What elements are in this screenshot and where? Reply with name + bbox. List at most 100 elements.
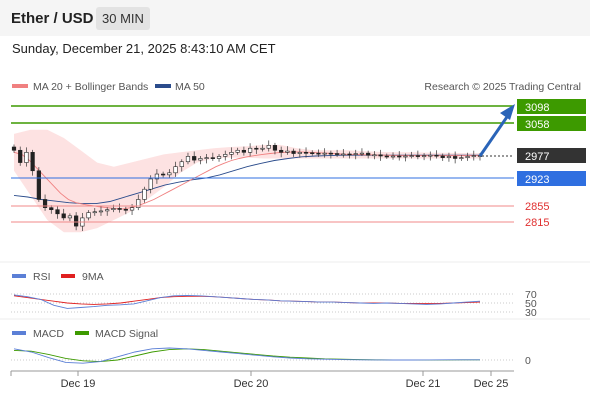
candle-body: [459, 157, 464, 159]
candle-body: [359, 152, 365, 155]
ma50-legend-label: MA 50: [175, 81, 205, 93]
x-label-dec25: Dec 25: [474, 378, 509, 390]
candle-body: [142, 188, 147, 200]
candle-body: [254, 147, 259, 150]
candle-body: [173, 166, 178, 174]
candle-body: [403, 155, 408, 158]
candle-body: [24, 152, 29, 163]
candle-body: [105, 209, 110, 212]
candle-body: [260, 147, 265, 150]
chart-header-bar: Ether / USD 30 MIN: [0, 0, 590, 36]
candle-body: [272, 145, 278, 151]
target-tag-2: [517, 116, 586, 131]
candle-body: [434, 154, 439, 157]
candle-body: [229, 152, 234, 155]
candle-body: [136, 199, 141, 208]
candle-body: [18, 149, 23, 163]
rsi-tick-50: 50: [525, 298, 537, 310]
macd-legend-label: MACD: [33, 328, 64, 340]
target-label-1: 3098: [525, 102, 549, 114]
candle-body: [92, 211, 97, 214]
candle-body: [223, 154, 228, 157]
candle-body: [216, 156, 222, 159]
candle-body: [353, 153, 358, 155]
x-label-dec20: Dec 20: [234, 378, 269, 390]
candle-body: [279, 149, 284, 153]
target-label-2: 3058: [525, 119, 549, 131]
candle-body: [30, 152, 35, 172]
candle-body: [341, 153, 346, 156]
candle-body: [167, 172, 172, 176]
rsi-line: [13, 294, 481, 309]
candle-body: [297, 152, 302, 154]
candle-body: [390, 155, 396, 158]
candle-body: [36, 170, 41, 200]
candle-body: [123, 208, 128, 211]
candle-body: [204, 157, 209, 159]
candle-body: [74, 215, 79, 227]
candle-body: [303, 152, 309, 154]
candle-body: [161, 173, 166, 176]
candle-body: [366, 152, 371, 156]
candle-body: [210, 157, 215, 159]
candle-body: [192, 156, 197, 161]
forecast-arrow-shaft: [478, 113, 511, 157]
candle-body: [316, 152, 321, 155]
rsi-tick-70: 70: [525, 289, 537, 301]
candle-body: [98, 210, 104, 213]
candle-body: [409, 155, 414, 157]
timeframe-badge[interactable]: 30 MIN: [96, 7, 150, 30]
candle-body: [465, 156, 470, 158]
candle-body: [154, 173, 160, 180]
candle-body: [397, 155, 402, 158]
macd-line: [13, 347, 480, 364]
candle-body: [453, 156, 458, 159]
candle-body: [421, 155, 427, 157]
candle-body: [11, 146, 17, 151]
macd-tick-0: 0: [525, 355, 531, 367]
candle-body: [440, 155, 445, 158]
research-credit: Research © 2025 Trading Central: [424, 81, 581, 93]
support-label-1: 2855: [525, 201, 549, 213]
rsi-tick-30: 30: [525, 307, 537, 319]
ma20-legend-label: MA 20 + Bollinger Bands: [33, 81, 148, 93]
candle-body: [49, 207, 54, 211]
pivot-label: 2923: [525, 174, 549, 186]
candle-body: [328, 152, 333, 155]
candle-body: [61, 213, 66, 219]
candle-body: [322, 152, 327, 155]
candle-body: [148, 178, 153, 190]
candle-body: [372, 154, 377, 157]
candle-body: [347, 153, 352, 156]
candle-body: [384, 155, 389, 158]
candle-body: [198, 158, 203, 161]
candle-body: [446, 156, 452, 158]
candle-body: [67, 215, 73, 219]
rsi-legend-label: RSI: [33, 271, 51, 283]
candle-body: [179, 161, 184, 167]
forecast-arrow-head: [500, 104, 515, 120]
ma20-legend-swatch: [12, 84, 28, 88]
candle-body: [285, 150, 290, 153]
candle-body: [241, 149, 246, 153]
pivot-tag: [517, 171, 586, 186]
macd-legend-swatch: [12, 331, 26, 335]
target-tag-1: [517, 99, 586, 114]
candle-body: [471, 155, 476, 157]
rsi-ma-legend-swatch: [61, 274, 75, 278]
candle-body: [266, 145, 271, 149]
candle-body: [415, 155, 420, 157]
x-label-dec19: Dec 19: [61, 378, 96, 390]
candle-body: [248, 147, 253, 153]
x-label-dec21: Dec 21: [406, 378, 441, 390]
ma50-legend-swatch: [155, 84, 171, 88]
candle-body: [310, 152, 315, 155]
candle-body: [428, 154, 433, 157]
candle-body: [235, 149, 240, 153]
candle-body: [378, 154, 383, 157]
last-price-tag: [517, 148, 586, 163]
candle-body: [117, 208, 122, 210]
last-price-label: 2977: [525, 151, 549, 163]
candle-body: [42, 199, 48, 208]
